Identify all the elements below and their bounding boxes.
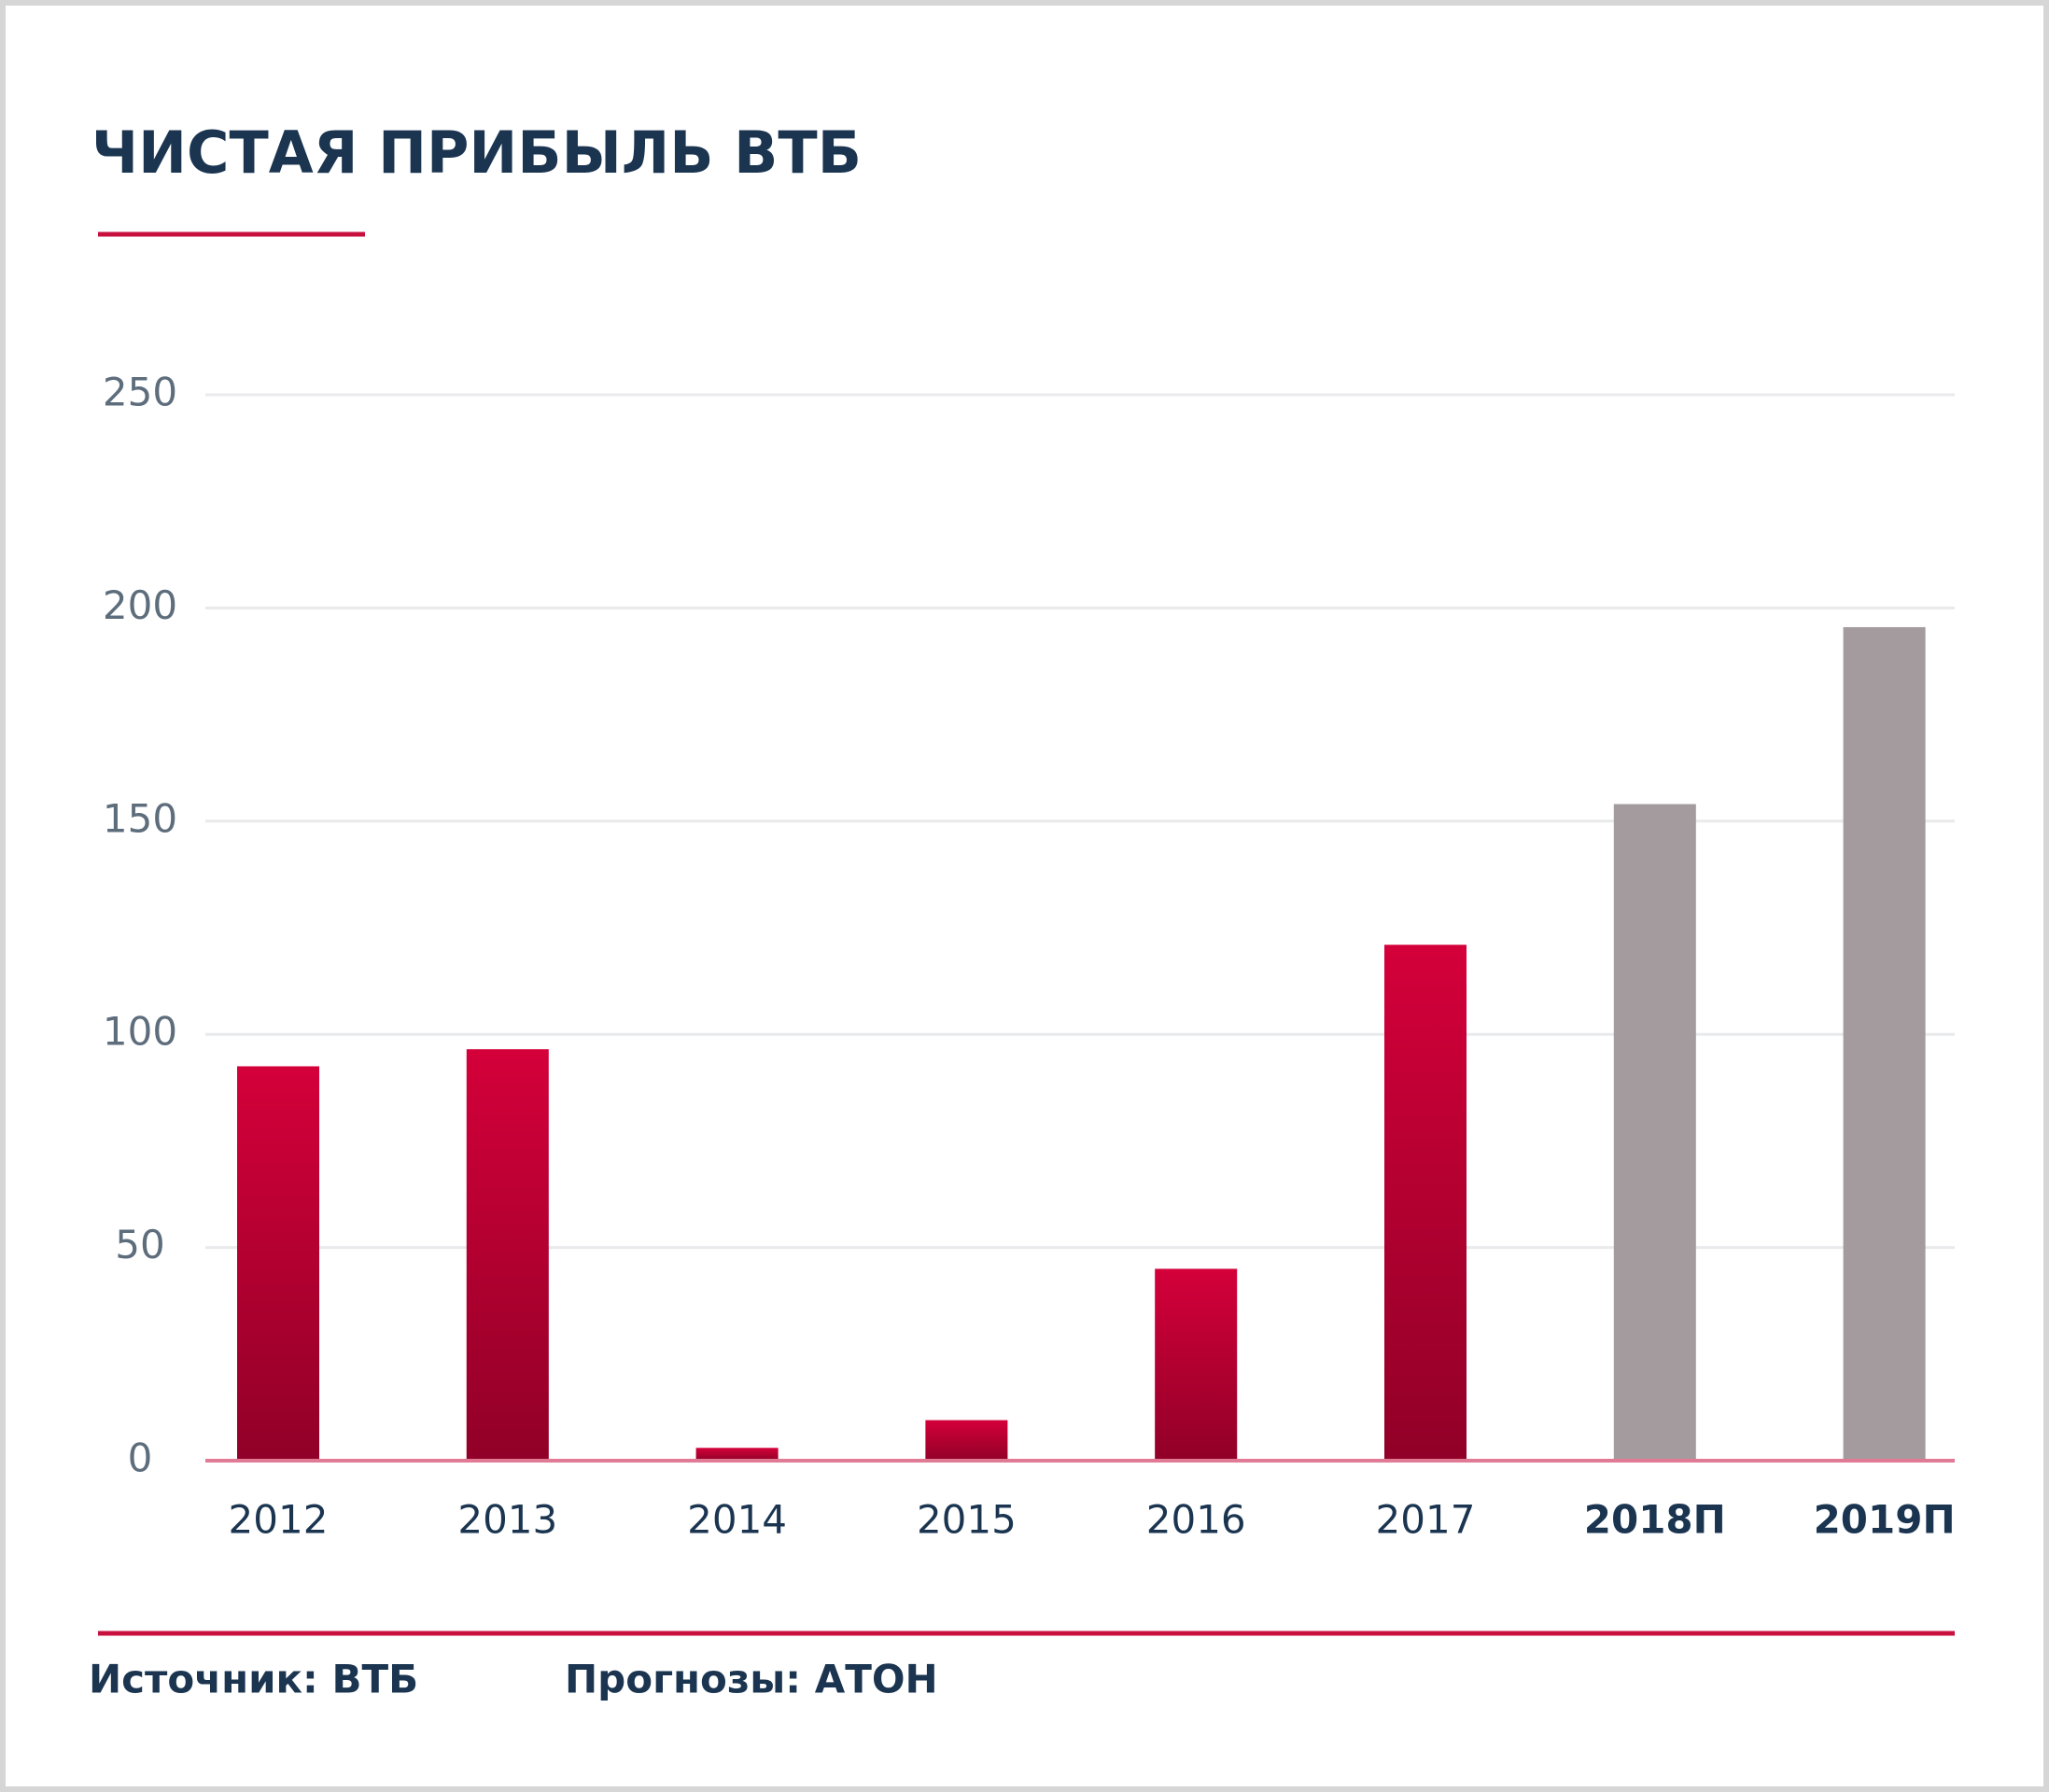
y-tick-label: 100 <box>103 1009 177 1055</box>
chart-title: ЧИСТАЯ ПРИБЫЛЬ ВТБ <box>91 119 862 187</box>
source-note: Источник: ВТБ <box>89 1657 418 1702</box>
bar <box>1843 626 1926 1461</box>
bar-shade <box>466 1049 549 1461</box>
x-tick-label: 2014 <box>687 1497 787 1543</box>
y-tick-label: 50 <box>115 1222 164 1267</box>
y-tick-label: 250 <box>103 370 177 415</box>
y-tick-label: 200 <box>103 582 177 628</box>
y-tick-label: 0 <box>128 1435 153 1481</box>
plot: 0 50 100 150 200 250 2012 2013 2014 2015 2016 2017 2… <box>103 370 1956 1543</box>
bar-shade <box>695 1448 779 1461</box>
bar-shade <box>1384 945 1467 1461</box>
x-tick-label: 2016 <box>1146 1497 1246 1543</box>
x-tick-label: 2012 <box>229 1497 329 1543</box>
x-tick-label: 2015 <box>917 1497 1017 1543</box>
bar-shade <box>1155 1268 1238 1461</box>
bar <box>1613 804 1696 1461</box>
bar-shade <box>925 1420 1008 1461</box>
x-tick-label: 2017 <box>1376 1497 1476 1543</box>
x-tick-label: 2019П <box>1814 1497 1956 1543</box>
x-tick-label: 2018П <box>1584 1497 1726 1543</box>
y-tick-label: 150 <box>103 795 177 841</box>
x-tick-label: 2013 <box>457 1497 557 1543</box>
bar-shade <box>237 1066 319 1461</box>
forecast-note: Прогнозы: АТОН <box>565 1657 938 1702</box>
